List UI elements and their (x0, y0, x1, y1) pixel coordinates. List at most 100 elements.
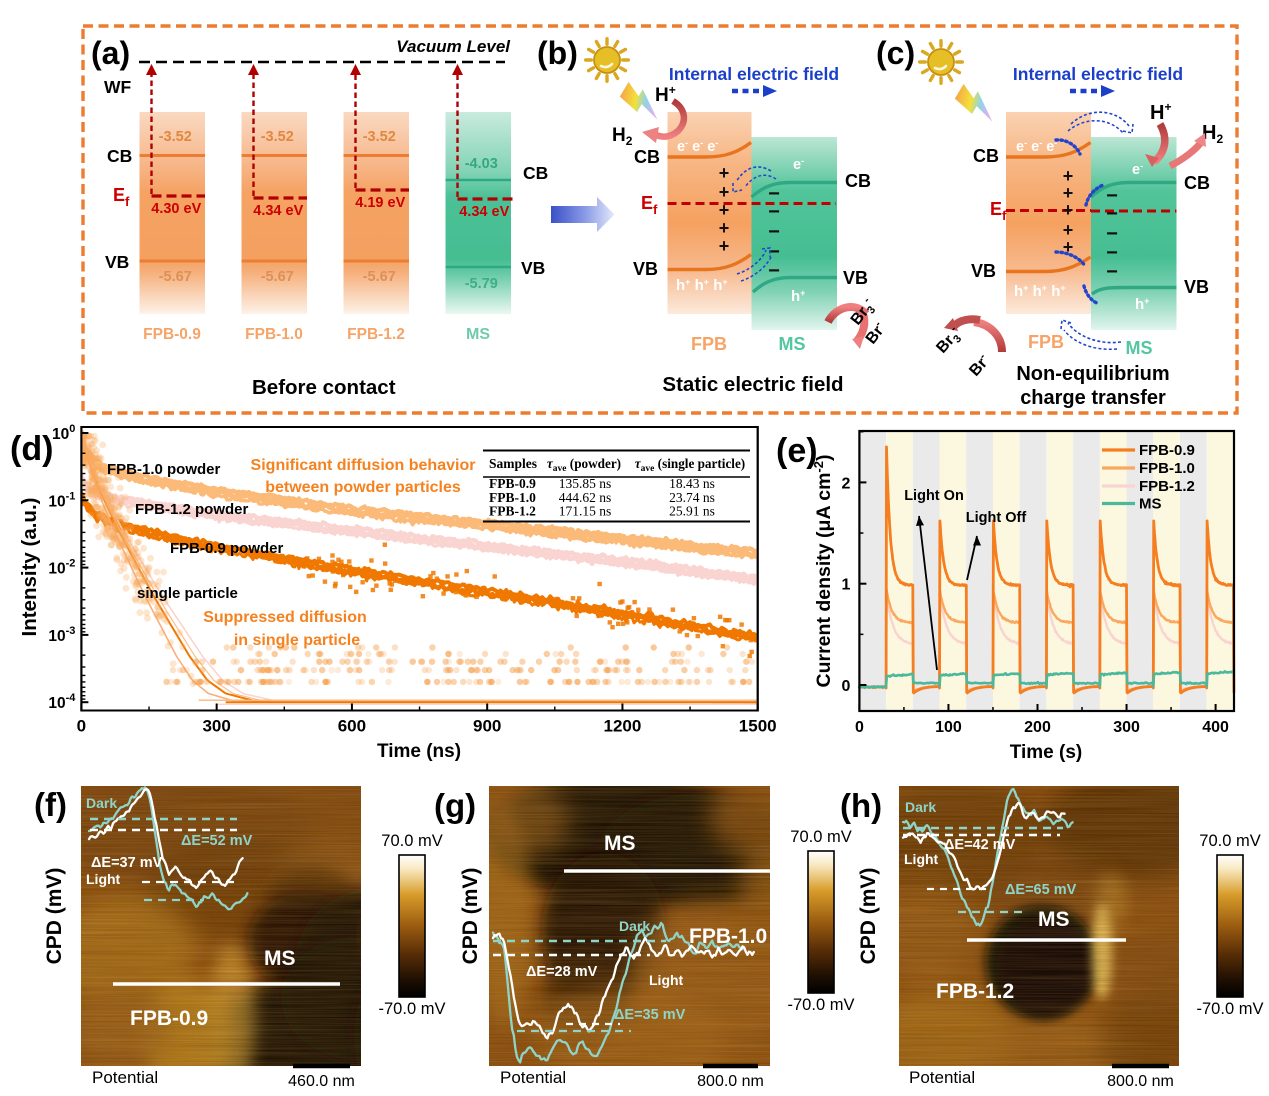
svg-text:Potential: Potential (909, 1068, 975, 1087)
svg-text:CPD (mV): CPD (mV) (43, 868, 66, 965)
svg-text:Internal electric field: Internal electric field (1013, 64, 1183, 84)
svg-text:VB: VB (521, 258, 545, 278)
svg-text:300: 300 (1113, 719, 1140, 736)
svg-text:VB: VB (1184, 277, 1209, 297)
svg-text:800.0 nm: 800.0 nm (697, 1073, 764, 1090)
svg-text:FPB-1.2: FPB-1.2 (936, 980, 1014, 1003)
svg-text:+: + (719, 200, 730, 220)
svg-text:+: + (1063, 183, 1074, 203)
svg-text:VB: VB (105, 252, 129, 272)
svg-text:−: − (768, 221, 780, 243)
svg-text:-5.67: -5.67 (261, 269, 294, 285)
svg-text:-5.67: -5.67 (363, 269, 396, 285)
svg-text:FPB-0.9: FPB-0.9 (143, 326, 201, 343)
svg-text:CB: CB (634, 147, 660, 167)
svg-text:+: + (1063, 220, 1074, 240)
svg-text:-4.03: -4.03 (465, 156, 498, 172)
svg-text:MS: MS (604, 832, 636, 855)
svg-text:Light: Light (649, 972, 684, 988)
svg-text:FPB-0.9 powder: FPB-0.9 powder (170, 540, 284, 557)
svg-text:−: − (768, 260, 780, 282)
svg-text:Non-equilibrium: Non-equilibrium (1016, 363, 1169, 385)
svg-text:+: + (719, 163, 730, 183)
svg-text:171.15 ns: 171.15 ns (559, 504, 612, 519)
svg-text:ΔE=28 mV: ΔE=28 mV (526, 964, 598, 980)
svg-text:-3.52: -3.52 (159, 129, 192, 145)
svg-text:Significant diffusion behavior: Significant diffusion behavior (251, 457, 476, 474)
svg-text:Light Off: Light Off (966, 510, 1027, 526)
svg-text:FPB-1.0: FPB-1.0 (245, 326, 303, 343)
svg-text:FPB-0.9: FPB-0.9 (489, 476, 536, 491)
svg-text:−: − (768, 241, 780, 263)
svg-text:Before contact: Before contact (252, 376, 396, 399)
svg-text:Time (s): Time (s) (1010, 742, 1083, 763)
svg-text:in single particle: in single particle (234, 632, 360, 649)
svg-text:1200: 1200 (604, 717, 642, 736)
svg-text:CB: CB (845, 171, 871, 191)
svg-text:CB: CB (1184, 173, 1210, 193)
svg-text:+: + (1063, 166, 1074, 186)
svg-text:4.34 eV: 4.34 eV (459, 204, 509, 220)
svg-text:4.34 eV: 4.34 eV (253, 203, 303, 219)
svg-text:Dark: Dark (619, 918, 650, 934)
svg-text:CPD (mV): CPD (mV) (857, 868, 880, 965)
svg-text:25.91 ns: 25.91 ns (669, 504, 715, 519)
svg-text:70.0 mV: 70.0 mV (790, 828, 851, 846)
svg-text:(e): (e) (776, 432, 818, 470)
svg-text:18.43 ns: 18.43 ns (669, 476, 715, 491)
svg-text:-70.0 mV: -70.0 mV (788, 996, 855, 1014)
svg-text:(h): (h) (840, 787, 882, 824)
svg-text:FPB-1.0: FPB-1.0 (1139, 460, 1195, 477)
svg-text:Time (ns): Time (ns) (377, 741, 461, 762)
svg-text:charge transfer: charge transfer (1020, 387, 1166, 409)
svg-text:Suppressed diffusion: Suppressed diffusion (203, 609, 367, 626)
svg-text:100: 100 (935, 719, 962, 736)
svg-text:Samples: Samples (489, 456, 537, 471)
svg-text:MS: MS (1126, 338, 1153, 358)
svg-text:FPB: FPB (691, 334, 727, 354)
svg-text:(c): (c) (876, 35, 915, 71)
svg-text:−: − (1106, 242, 1118, 264)
svg-text:MS: MS (466, 326, 490, 343)
svg-text:+: + (719, 182, 730, 202)
svg-text:1: 1 (841, 577, 850, 594)
svg-text:444.62 ns: 444.62 ns (559, 490, 612, 505)
svg-text:Dark: Dark (86, 795, 117, 811)
svg-text:Static electric field: Static electric field (662, 373, 843, 396)
svg-text:ΔE=35 mV: ΔE=35 mV (614, 1007, 686, 1023)
svg-text:FPB-1.2: FPB-1.2 (489, 504, 536, 519)
svg-text:4.30 eV: 4.30 eV (151, 201, 201, 217)
svg-text:VB: VB (633, 259, 658, 279)
svg-text:0: 0 (855, 719, 864, 736)
svg-text:-5.79: -5.79 (465, 276, 498, 292)
svg-text:FPB-1.0 powder: FPB-1.0 powder (107, 461, 221, 478)
svg-text:FPB-0.9: FPB-0.9 (1139, 442, 1195, 459)
svg-text:800.0 nm: 800.0 nm (1107, 1073, 1174, 1090)
svg-text:-3.52: -3.52 (363, 129, 396, 145)
svg-text:CB: CB (523, 163, 548, 183)
svg-text:1500: 1500 (739, 717, 777, 736)
svg-text:135.85 ns: 135.85 ns (559, 476, 612, 491)
svg-text:−: − (1106, 261, 1118, 283)
svg-text:+: + (719, 236, 730, 256)
svg-text:e- e- e-: e- e- e- (1016, 134, 1057, 155)
svg-text:+: + (719, 218, 730, 238)
svg-text:400: 400 (1202, 719, 1229, 736)
svg-text:VB: VB (843, 268, 868, 288)
svg-text:e-: e- (1132, 161, 1143, 178)
svg-text:Light: Light (904, 851, 939, 867)
svg-text:-70.0 mV: -70.0 mV (379, 1000, 446, 1018)
svg-text:70.0 mV: 70.0 mV (381, 832, 442, 850)
svg-text:FPB-0.9: FPB-0.9 (130, 1007, 208, 1030)
svg-text:FPB: FPB (1028, 332, 1064, 352)
svg-text:Potential: Potential (92, 1068, 158, 1087)
svg-text:τave (single particle): τave (single particle) (635, 456, 745, 474)
svg-text:-3.52: -3.52 (261, 129, 294, 145)
svg-text:CB: CB (107, 146, 132, 166)
svg-text:Dark: Dark (905, 799, 936, 815)
svg-text:(d): (d) (10, 430, 53, 468)
svg-text:(a): (a) (91, 35, 130, 71)
svg-text:−: − (1106, 223, 1118, 245)
svg-text:−: − (768, 183, 780, 205)
svg-text:Current density (μA cm-2): Current density (μA cm-2) (811, 455, 835, 688)
